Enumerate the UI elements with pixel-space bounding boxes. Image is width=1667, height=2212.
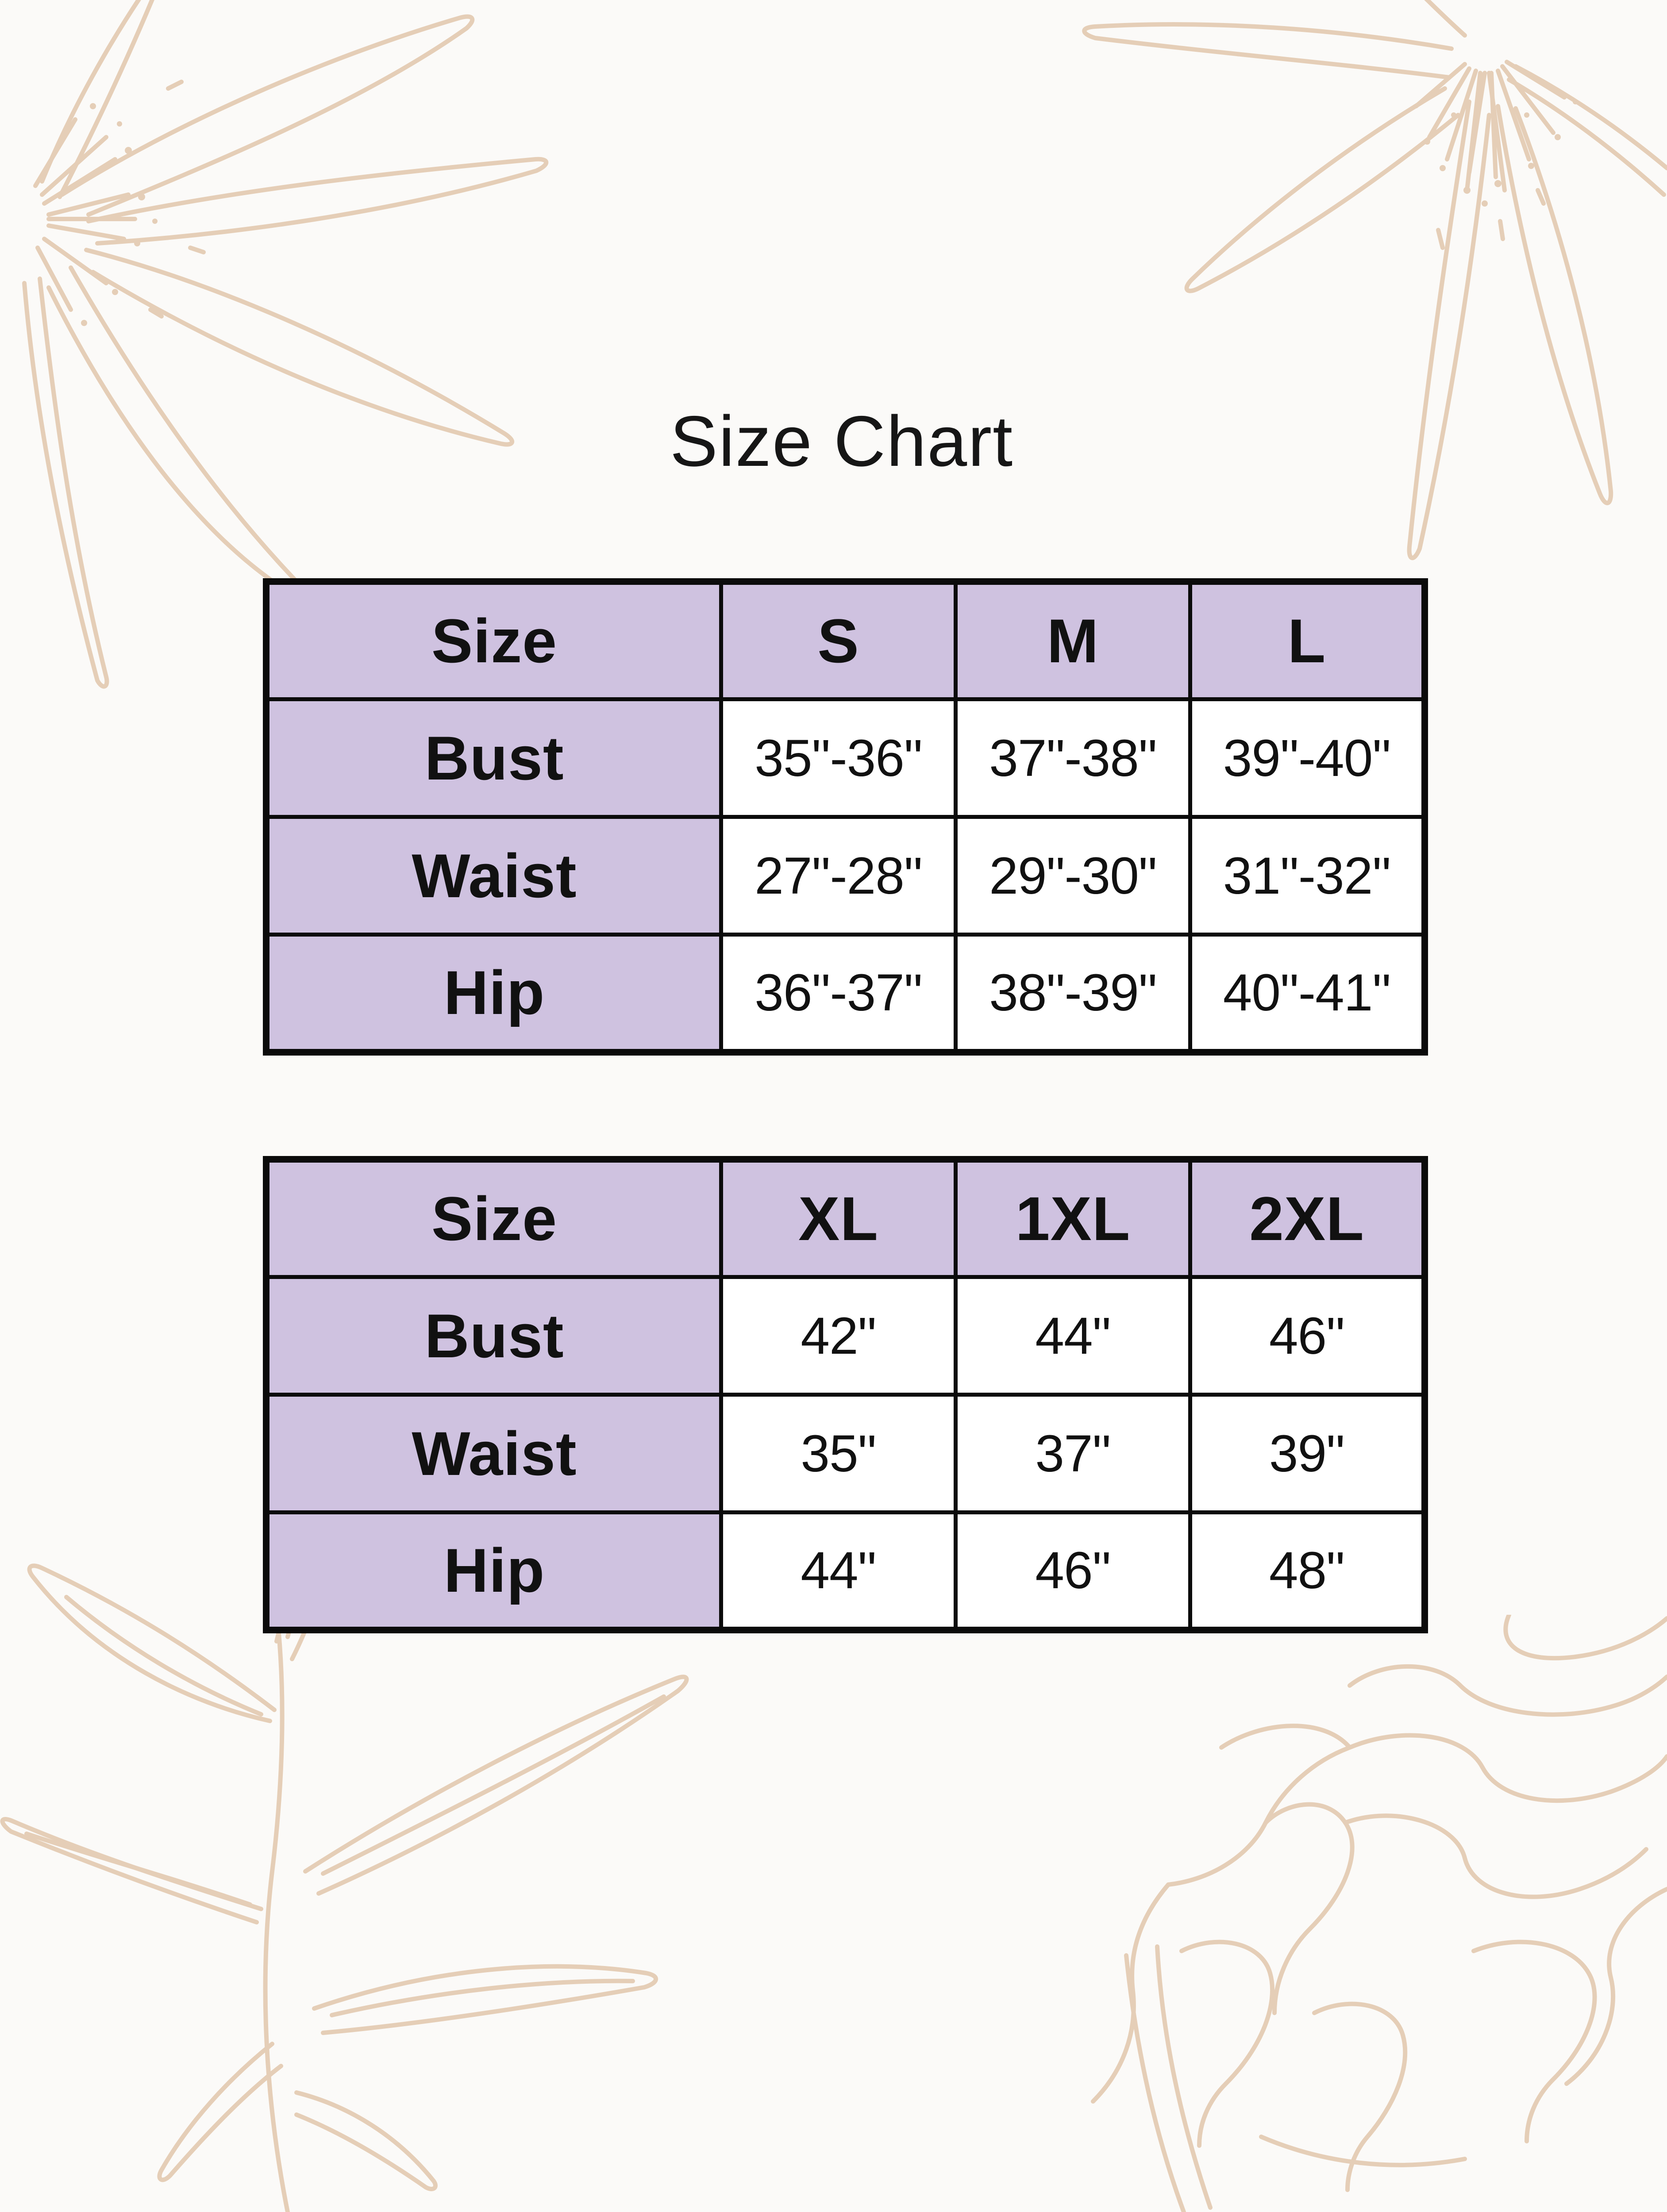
- page-title: Size Chart: [670, 401, 1014, 481]
- value-cell: 36"-37": [719, 933, 958, 1054]
- value-cell: 40"-41": [1188, 933, 1427, 1054]
- peony-bottom-right-icon: [1091, 1615, 1667, 2212]
- table-row-waist: Waist 27"-28" 29"-30" 31"-32": [264, 815, 1427, 937]
- value-cell: 48": [1188, 1510, 1427, 1632]
- table-row-waist: Waist 35" 37" 39": [264, 1393, 1427, 1514]
- value-cell: 44": [954, 1275, 1192, 1397]
- header-cell-2xl: 2XL: [1188, 1157, 1427, 1279]
- row-label-cell: Bust: [264, 1275, 723, 1397]
- table-row-bust: Bust 35"-36" 37"-38" 39"-40": [264, 697, 1427, 819]
- row-label-cell: Bust: [264, 697, 723, 819]
- value-cell: 31"-32": [1188, 815, 1427, 937]
- value-cell: 29"-30": [954, 815, 1192, 937]
- row-label-cell: Waist: [264, 815, 723, 937]
- header-cell-l: L: [1188, 580, 1427, 701]
- header-cell-xl: XL: [719, 1157, 958, 1279]
- table-row-hip: Hip 44" 46" 48": [264, 1510, 1427, 1632]
- value-cell: 38"-39": [954, 933, 1192, 1054]
- row-label-cell: Hip: [264, 1510, 723, 1632]
- size-table-extended: Size XL 1XL 2XL Bust 42" 44" 46" Waist 3…: [263, 1156, 1428, 1633]
- size-table-standard: Size S M L Bust 35"-36" 37"-38" 39"-40" …: [263, 578, 1428, 1056]
- header-cell-size: Size: [264, 580, 723, 701]
- value-cell: 44": [719, 1510, 958, 1632]
- table-header-row: Size XL 1XL 2XL: [264, 1157, 1427, 1279]
- row-label-cell: Hip: [264, 933, 723, 1054]
- table-row-hip: Hip 36"-37" 38"-39" 40"-41": [264, 933, 1427, 1054]
- value-cell: 42": [719, 1275, 958, 1397]
- row-label-cell: Waist: [264, 1393, 723, 1514]
- value-cell: 35": [719, 1393, 958, 1514]
- value-cell: 39": [1188, 1393, 1427, 1514]
- value-cell: 46": [1188, 1275, 1427, 1397]
- value-cell: 39"-40": [1188, 697, 1427, 819]
- value-cell: 27"-28": [719, 815, 958, 937]
- value-cell: 46": [954, 1510, 1192, 1632]
- header-cell-m: M: [954, 580, 1192, 701]
- value-cell: 37": [954, 1393, 1192, 1514]
- table-row-bust: Bust 42" 44" 46": [264, 1275, 1427, 1397]
- header-cell-s: S: [719, 580, 958, 701]
- header-cell-size: Size: [264, 1157, 723, 1279]
- value-cell: 35"-36": [719, 697, 958, 819]
- table-header-row: Size S M L: [264, 580, 1427, 701]
- value-cell: 37"-38": [954, 697, 1192, 819]
- header-cell-1xl: 1XL: [954, 1157, 1192, 1279]
